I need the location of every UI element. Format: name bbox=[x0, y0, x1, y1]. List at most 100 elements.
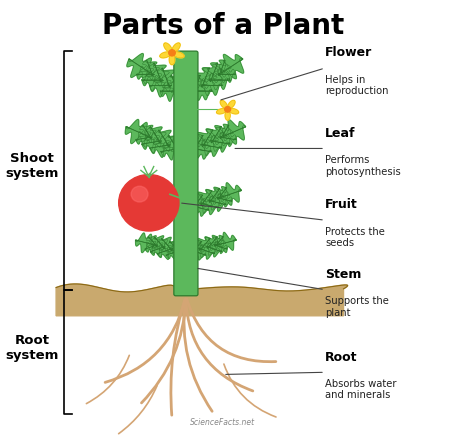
Polygon shape bbox=[150, 241, 165, 257]
Polygon shape bbox=[140, 192, 155, 207]
Polygon shape bbox=[142, 69, 163, 91]
Polygon shape bbox=[168, 240, 182, 254]
Text: Protects the
seeds: Protects the seeds bbox=[325, 227, 385, 248]
Polygon shape bbox=[186, 75, 207, 92]
Polygon shape bbox=[220, 183, 241, 205]
Text: Fruit: Fruit bbox=[325, 198, 358, 211]
Polygon shape bbox=[209, 68, 230, 90]
Polygon shape bbox=[203, 63, 225, 82]
Polygon shape bbox=[229, 109, 238, 114]
Text: Flower: Flower bbox=[325, 46, 372, 59]
Polygon shape bbox=[212, 60, 231, 76]
Polygon shape bbox=[142, 133, 161, 153]
Polygon shape bbox=[146, 236, 160, 248]
Polygon shape bbox=[143, 187, 157, 201]
Text: Stem: Stem bbox=[325, 268, 361, 281]
Polygon shape bbox=[198, 190, 216, 206]
Polygon shape bbox=[209, 193, 226, 211]
Polygon shape bbox=[207, 241, 222, 257]
Polygon shape bbox=[166, 194, 182, 209]
Polygon shape bbox=[192, 199, 209, 216]
Text: Shoot
system: Shoot system bbox=[5, 152, 59, 180]
Polygon shape bbox=[201, 74, 222, 96]
Text: Performs
photosynthesis: Performs photosynthesis bbox=[325, 155, 401, 177]
Polygon shape bbox=[190, 240, 204, 253]
Polygon shape bbox=[146, 194, 163, 212]
Polygon shape bbox=[139, 125, 156, 140]
Polygon shape bbox=[189, 134, 208, 150]
Polygon shape bbox=[146, 63, 169, 82]
Text: Helps in
reproduction: Helps in reproduction bbox=[325, 75, 389, 96]
Polygon shape bbox=[197, 237, 213, 252]
Polygon shape bbox=[199, 243, 215, 259]
Polygon shape bbox=[154, 196, 171, 215]
Text: Root
system: Root system bbox=[5, 334, 59, 362]
Polygon shape bbox=[216, 124, 233, 139]
Polygon shape bbox=[149, 188, 167, 204]
Polygon shape bbox=[154, 130, 175, 148]
Polygon shape bbox=[166, 245, 180, 260]
Polygon shape bbox=[219, 54, 244, 79]
Polygon shape bbox=[228, 100, 235, 109]
Polygon shape bbox=[130, 183, 151, 205]
Polygon shape bbox=[220, 100, 228, 109]
Polygon shape bbox=[218, 232, 236, 252]
Polygon shape bbox=[164, 136, 183, 152]
Text: Absorbs water
and minerals: Absorbs water and minerals bbox=[325, 379, 396, 400]
Polygon shape bbox=[152, 236, 168, 250]
Circle shape bbox=[131, 186, 148, 202]
Polygon shape bbox=[201, 196, 219, 215]
Polygon shape bbox=[169, 54, 175, 65]
Polygon shape bbox=[164, 75, 185, 93]
Polygon shape bbox=[172, 43, 180, 52]
Circle shape bbox=[225, 106, 230, 112]
Polygon shape bbox=[173, 52, 184, 58]
Polygon shape bbox=[215, 240, 227, 253]
FancyBboxPatch shape bbox=[174, 51, 198, 296]
Polygon shape bbox=[222, 119, 246, 144]
Polygon shape bbox=[164, 200, 179, 217]
Polygon shape bbox=[201, 136, 222, 157]
Polygon shape bbox=[225, 111, 230, 120]
Polygon shape bbox=[150, 75, 171, 97]
Text: Parts of a Plant: Parts of a Plant bbox=[102, 12, 344, 40]
Polygon shape bbox=[220, 129, 236, 146]
Polygon shape bbox=[194, 68, 217, 87]
Polygon shape bbox=[197, 129, 219, 147]
Polygon shape bbox=[161, 141, 179, 160]
Polygon shape bbox=[213, 235, 226, 248]
Text: Root: Root bbox=[325, 351, 357, 364]
Polygon shape bbox=[127, 54, 151, 78]
Polygon shape bbox=[157, 243, 173, 259]
Polygon shape bbox=[56, 284, 347, 316]
Polygon shape bbox=[136, 233, 154, 252]
Polygon shape bbox=[164, 43, 172, 52]
Polygon shape bbox=[218, 192, 232, 207]
Polygon shape bbox=[207, 126, 227, 143]
Polygon shape bbox=[192, 80, 212, 100]
Polygon shape bbox=[218, 65, 235, 83]
Text: ScienceFacts.net: ScienceFacts.net bbox=[191, 419, 255, 427]
Polygon shape bbox=[136, 130, 152, 147]
Text: Leaf: Leaf bbox=[325, 127, 356, 140]
Polygon shape bbox=[190, 194, 206, 208]
Polygon shape bbox=[145, 240, 157, 254]
Polygon shape bbox=[215, 187, 230, 200]
Polygon shape bbox=[140, 60, 159, 76]
Polygon shape bbox=[155, 68, 178, 88]
Polygon shape bbox=[156, 191, 175, 207]
Text: Supports the
plant: Supports the plant bbox=[325, 296, 389, 318]
Polygon shape bbox=[150, 136, 170, 157]
Polygon shape bbox=[205, 235, 220, 250]
Polygon shape bbox=[210, 132, 230, 152]
Polygon shape bbox=[137, 66, 154, 84]
Polygon shape bbox=[160, 52, 171, 58]
Polygon shape bbox=[160, 82, 179, 101]
Circle shape bbox=[169, 50, 175, 56]
Polygon shape bbox=[206, 187, 224, 203]
Polygon shape bbox=[125, 119, 148, 143]
Polygon shape bbox=[192, 245, 206, 260]
Polygon shape bbox=[217, 109, 227, 114]
Polygon shape bbox=[146, 127, 166, 144]
Circle shape bbox=[118, 174, 179, 231]
